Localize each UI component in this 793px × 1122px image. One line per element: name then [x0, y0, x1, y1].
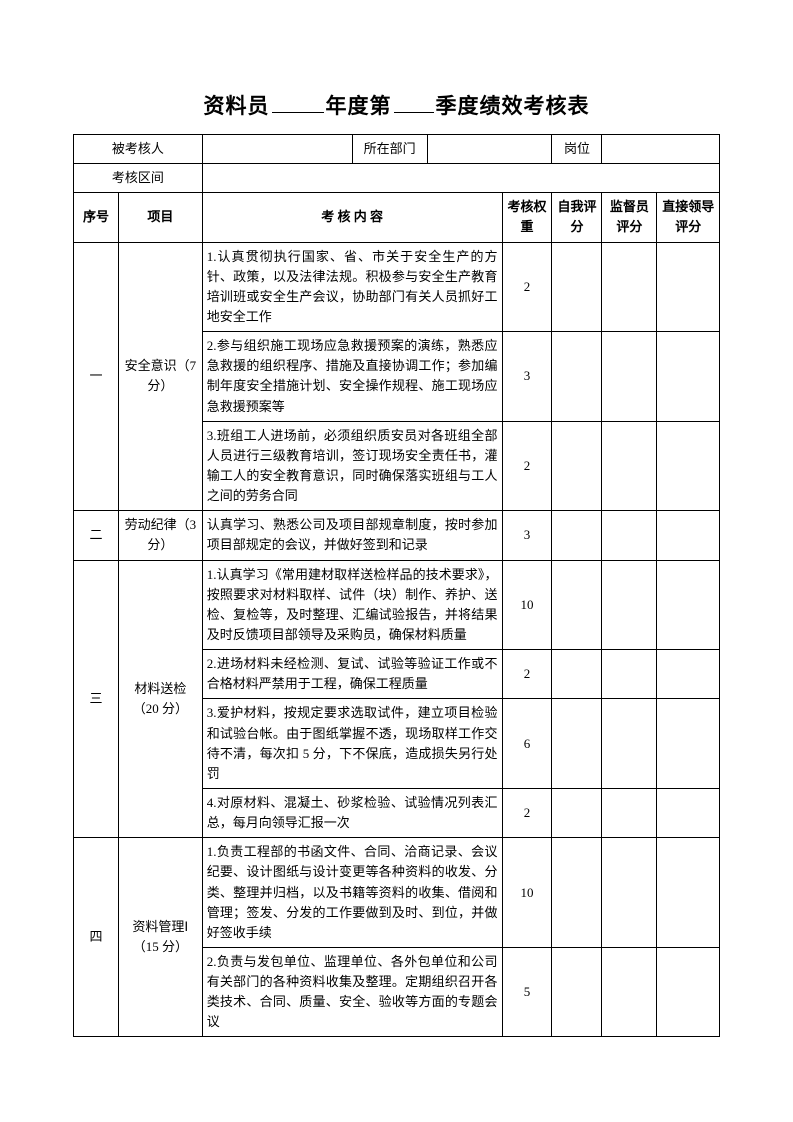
title-mid2: 季度绩效考核表	[436, 95, 590, 118]
weight-cell: 10	[502, 838, 552, 948]
supervisor-score-cell[interactable]	[602, 332, 657, 422]
weight-cell: 3	[502, 332, 552, 422]
lead-score-cell[interactable]	[657, 788, 720, 837]
label-person: 被考核人	[74, 135, 203, 164]
col-content: 考 核 内 容	[202, 193, 502, 242]
content-cell: 3.班组工人进场前，必须组织质安员对各班组全部人员进行三级教育培训，签订现场安全…	[202, 421, 502, 511]
lead-score-cell[interactable]	[657, 421, 720, 511]
content-cell: 认真学习、熟悉公司及项目部规章制度，按时参加项目部规定的会议，并做好签到和记录	[202, 511, 502, 560]
title-prefix: 资料员	[204, 95, 270, 118]
title-blank-quarter[interactable]	[394, 92, 434, 113]
self-score-cell[interactable]	[552, 650, 602, 699]
item-cell: 资料管理Ⅰ（15 分）	[118, 838, 202, 1037]
lead-score-cell[interactable]	[657, 650, 720, 699]
content-cell: 2.参与组织施工现场应急救援预案的演练，熟悉应急救援的组织程序、措施及直接协调工…	[202, 332, 502, 422]
supervisor-score-cell[interactable]	[602, 560, 657, 650]
self-score-cell[interactable]	[552, 947, 602, 1037]
col-seq: 序号	[74, 193, 119, 242]
supervisor-score-cell[interactable]	[602, 421, 657, 511]
self-score-cell[interactable]	[552, 560, 602, 650]
table-row: 二 劳动纪律（3 分） 认真学习、熟悉公司及项目部规章制度，按时参加项目部规定的…	[74, 511, 720, 560]
table-row: 四 资料管理Ⅰ（15 分） 1.负责工程部的书函文件、合同、洽商记录、会议纪要、…	[74, 838, 720, 948]
self-score-cell[interactable]	[552, 838, 602, 948]
seq-cell: 二	[74, 511, 119, 560]
header-row-2: 考核区间	[74, 164, 720, 193]
item-cell: 材料送检（20 分）	[118, 560, 202, 838]
col-supervisor: 监督员评分	[602, 193, 657, 242]
table-row: 三 材料送检（20 分） 1.认真学习《常用建材取样送检样品的技术要求》，按照要…	[74, 560, 720, 650]
item-cell: 安全意识（7 分）	[118, 242, 202, 511]
self-score-cell[interactable]	[552, 242, 602, 332]
lead-score-cell[interactable]	[657, 242, 720, 332]
weight-cell: 2	[502, 650, 552, 699]
title-blank-year[interactable]	[272, 92, 324, 113]
self-score-cell[interactable]	[552, 699, 602, 789]
value-person[interactable]	[202, 135, 352, 164]
content-cell: 1.认真学习《常用建材取样送检样品的技术要求》，按照要求对材料取样、试件（块）制…	[202, 560, 502, 650]
label-period: 考核区间	[74, 164, 203, 193]
item-cell: 劳动纪律（3 分）	[118, 511, 202, 560]
table-row: 一 安全意识（7 分） 1.认真贯彻执行国家、省、市关于安全生产的方针、政策，以…	[74, 242, 720, 332]
weight-cell: 2	[502, 421, 552, 511]
self-score-cell[interactable]	[552, 421, 602, 511]
value-dept[interactable]	[427, 135, 552, 164]
weight-cell: 10	[502, 560, 552, 650]
content-cell: 4.对原材料、混凝土、砂浆检验、试验情况列表汇总，每月向领导汇报一次	[202, 788, 502, 837]
lead-score-cell[interactable]	[657, 511, 720, 560]
col-item: 项目	[118, 193, 202, 242]
supervisor-score-cell[interactable]	[602, 650, 657, 699]
lead-score-cell[interactable]	[657, 699, 720, 789]
column-header-row: 序号 项目 考 核 内 容 考核权重 自我评分 监督员评分 直接领导评分	[74, 193, 720, 242]
value-period[interactable]	[202, 164, 719, 193]
content-cell: 1.认真贯彻执行国家、省、市关于安全生产的方针、政策，以及法律法规。积极参与安全…	[202, 242, 502, 332]
assessment-table: 被考核人 所在部门 岗位 考核区间 序号 项目 考 核 内 容 考核权重 自我评…	[73, 134, 720, 1037]
col-lead: 直接领导评分	[657, 193, 720, 242]
self-score-cell[interactable]	[552, 332, 602, 422]
seq-cell: 四	[74, 838, 119, 1037]
supervisor-score-cell[interactable]	[602, 788, 657, 837]
title-mid1: 年度第	[326, 95, 392, 118]
weight-cell: 2	[502, 242, 552, 332]
content-cell: 2.负责与发包单位、监理单位、各外包单位和公司有关部门的各种资料收集及整理。定期…	[202, 947, 502, 1037]
label-post: 岗位	[552, 135, 602, 164]
header-row-1: 被考核人 所在部门 岗位	[74, 135, 720, 164]
self-score-cell[interactable]	[552, 788, 602, 837]
weight-cell: 2	[502, 788, 552, 837]
lead-score-cell[interactable]	[657, 332, 720, 422]
content-cell: 1.负责工程部的书函文件、合同、洽商记录、会议纪要、设计图纸与设计变更等各种资料…	[202, 838, 502, 948]
seq-cell: 一	[74, 242, 119, 511]
supervisor-score-cell[interactable]	[602, 511, 657, 560]
supervisor-score-cell[interactable]	[602, 699, 657, 789]
self-score-cell[interactable]	[552, 511, 602, 560]
col-self: 自我评分	[552, 193, 602, 242]
lead-score-cell[interactable]	[657, 838, 720, 948]
col-weight: 考核权重	[502, 193, 552, 242]
supervisor-score-cell[interactable]	[602, 947, 657, 1037]
page-title: 资料员 年度第 季度绩效考核表	[73, 90, 720, 120]
content-cell: 3.爱护材料，按规定要求选取试件，建立项目检验和试验台帐。由于图纸掌握不透，现场…	[202, 699, 502, 789]
weight-cell: 3	[502, 511, 552, 560]
label-dept: 所在部门	[352, 135, 427, 164]
value-post[interactable]	[602, 135, 720, 164]
supervisor-score-cell[interactable]	[602, 242, 657, 332]
weight-cell: 6	[502, 699, 552, 789]
seq-cell: 三	[74, 560, 119, 838]
lead-score-cell[interactable]	[657, 947, 720, 1037]
supervisor-score-cell[interactable]	[602, 838, 657, 948]
weight-cell: 5	[502, 947, 552, 1037]
content-cell: 2.进场材料未经检测、复试、试验等验证工作或不合格材料严禁用于工程，确保工程质量	[202, 650, 502, 699]
lead-score-cell[interactable]	[657, 560, 720, 650]
